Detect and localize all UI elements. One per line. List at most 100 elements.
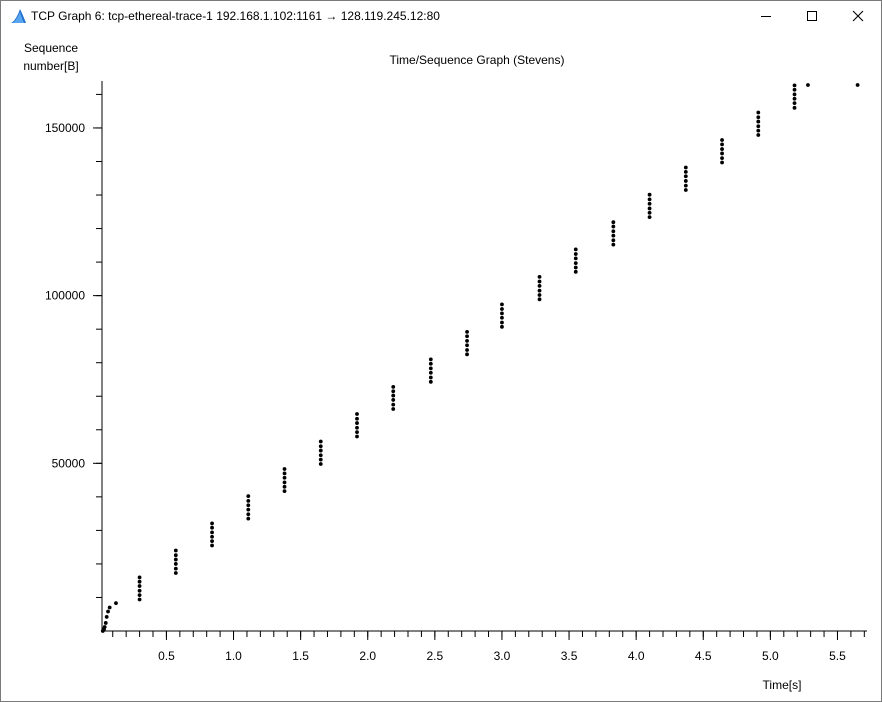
data-point	[465, 334, 469, 339]
y-tick-label: 100000	[45, 289, 85, 303]
data-point	[210, 534, 214, 539]
data-point	[611, 233, 616, 238]
data-point	[210, 543, 214, 548]
data-point	[355, 412, 359, 416]
wireshark-fin-icon	[11, 9, 26, 23]
x-tick-label: 3.0	[494, 649, 511, 663]
data-point	[246, 494, 251, 499]
data-point	[756, 124, 761, 129]
data-point	[573, 269, 578, 274]
data-point	[720, 156, 724, 161]
data-point	[792, 105, 797, 110]
data-point	[318, 448, 323, 453]
data-point	[104, 615, 109, 619]
x-tick-label: 4.5	[695, 649, 712, 663]
data-point	[137, 579, 142, 584]
data-point	[500, 324, 504, 329]
data-point	[500, 307, 504, 311]
data-point	[282, 475, 287, 480]
x-tick-label: 1.0	[225, 649, 242, 663]
data-point	[318, 457, 323, 462]
data-point	[792, 101, 797, 106]
x-tick-label: 5.5	[829, 649, 846, 663]
data-point	[683, 188, 688, 192]
data-point	[428, 366, 433, 371]
data-point	[465, 339, 469, 343]
data-point	[720, 138, 724, 142]
data-point	[683, 183, 688, 188]
data-point	[611, 220, 616, 225]
data-point	[318, 462, 323, 466]
close-icon	[852, 10, 864, 22]
data-point	[683, 179, 688, 183]
data-point	[210, 525, 214, 530]
data-point	[537, 274, 542, 279]
data-point	[500, 302, 504, 307]
window-title: TCP Graph 6: tcp-ethereal-trace-1 192.16…	[31, 9, 440, 23]
data-point	[107, 605, 112, 610]
data-point	[246, 507, 251, 512]
data-point	[355, 421, 359, 425]
data-point	[173, 571, 178, 575]
data-point	[611, 242, 616, 247]
data-point	[611, 224, 616, 229]
data-point	[465, 352, 469, 357]
minimize-icon	[761, 16, 771, 17]
x-tick-label: 5.0	[762, 649, 779, 663]
data-point	[573, 252, 578, 256]
data-point	[537, 288, 542, 293]
data-point	[647, 197, 652, 202]
y-tick-label: 50000	[52, 456, 86, 470]
data-point	[792, 96, 797, 101]
data-point	[137, 575, 142, 580]
data-point	[173, 553, 178, 558]
data-point	[500, 320, 504, 325]
data-point	[428, 357, 433, 362]
data-point	[792, 87, 797, 92]
maximize-button[interactable]	[789, 1, 835, 31]
data-point	[210, 530, 214, 535]
y-axis-label-line-2: number[B]	[23, 59, 79, 73]
close-button[interactable]	[835, 1, 881, 31]
data-point	[683, 165, 688, 170]
data-point	[282, 484, 287, 489]
data-point	[647, 206, 652, 211]
data-point	[465, 348, 469, 352]
data-point	[465, 329, 469, 334]
data-point	[246, 512, 251, 517]
data-point	[428, 361, 433, 366]
x-tick-label: 0.5	[158, 649, 175, 663]
data-point	[428, 375, 433, 380]
data-point	[647, 192, 652, 197]
x-tick-label: 3.5	[561, 649, 578, 663]
data-point	[391, 402, 396, 407]
data-point	[537, 284, 542, 288]
data-point	[246, 503, 251, 508]
data-point	[103, 621, 108, 625]
data-point	[428, 379, 433, 384]
y-axis-label-line-1: Sequence	[23, 41, 79, 55]
data-point	[611, 229, 616, 234]
chart-title: Time/Sequence Graph (Stevens)	[389, 53, 565, 67]
title-bar[interactable]: TCP Graph 6: tcp-ethereal-trace-1 192.16…	[1, 1, 881, 31]
data-point	[683, 169, 688, 174]
y-tick-label: 150000	[45, 121, 85, 135]
data-point	[210, 521, 214, 526]
data-point	[573, 265, 578, 270]
minimize-button[interactable]	[743, 1, 789, 31]
data-point	[720, 147, 724, 151]
data-point	[537, 279, 542, 284]
data-point	[428, 370, 433, 375]
x-tick-label: 2.5	[426, 649, 443, 663]
data-point	[391, 398, 396, 402]
data-point	[106, 609, 110, 614]
data-point	[173, 566, 178, 571]
data-point	[500, 311, 504, 316]
data-point	[282, 489, 287, 494]
data-point	[500, 315, 504, 320]
data-point	[355, 430, 359, 435]
x-tick-label: 4.0	[628, 649, 645, 663]
data-point	[573, 261, 578, 266]
